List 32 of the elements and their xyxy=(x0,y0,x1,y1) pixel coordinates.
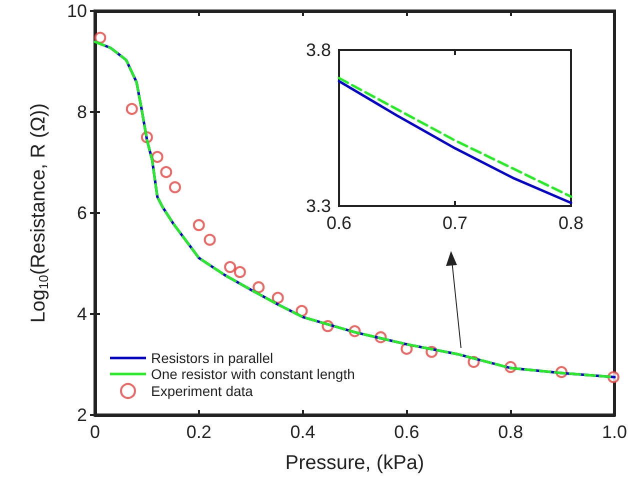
y-tick-label: 10 xyxy=(66,1,87,21)
y-tick-label: 8 xyxy=(76,102,87,122)
x-tick-label: 0.8 xyxy=(498,422,524,442)
point xyxy=(272,292,284,304)
x-tick-label: 1.0 xyxy=(602,422,628,442)
point xyxy=(192,219,205,232)
x-tick-label: 0.2 xyxy=(186,422,212,442)
y-tick-label: 4 xyxy=(76,304,87,324)
point xyxy=(151,150,164,163)
point xyxy=(126,102,138,115)
point xyxy=(224,261,236,274)
legend-label: One resistor with constant length xyxy=(151,366,355,382)
point xyxy=(252,281,265,294)
x-tick-label: 0.8 xyxy=(558,213,584,233)
legend-label: Resistors in parallel xyxy=(151,350,274,366)
y-tick-label: 6 xyxy=(76,203,87,223)
point xyxy=(234,266,246,278)
x-axis-title: Pressure, (kPa) xyxy=(285,452,424,474)
y-tick-label: 3.3 xyxy=(306,196,332,216)
x-tick-label: 0.7 xyxy=(442,213,468,233)
legend-label: Experiment data xyxy=(151,383,254,399)
point xyxy=(94,32,106,44)
y-axis-title: Log10(Resistance, R (Ω)) xyxy=(28,103,51,323)
y-tick-label: 2 xyxy=(76,405,87,425)
x-tick-label: 0.6 xyxy=(394,422,420,442)
x-tick-label: 0.6 xyxy=(326,213,352,233)
point xyxy=(204,234,216,246)
y-tick-label: 3.8 xyxy=(306,40,332,60)
x-tick-label: 0 xyxy=(90,422,100,442)
point xyxy=(160,166,172,178)
x-tick-label: 0.4 xyxy=(290,422,316,442)
point xyxy=(169,181,181,194)
